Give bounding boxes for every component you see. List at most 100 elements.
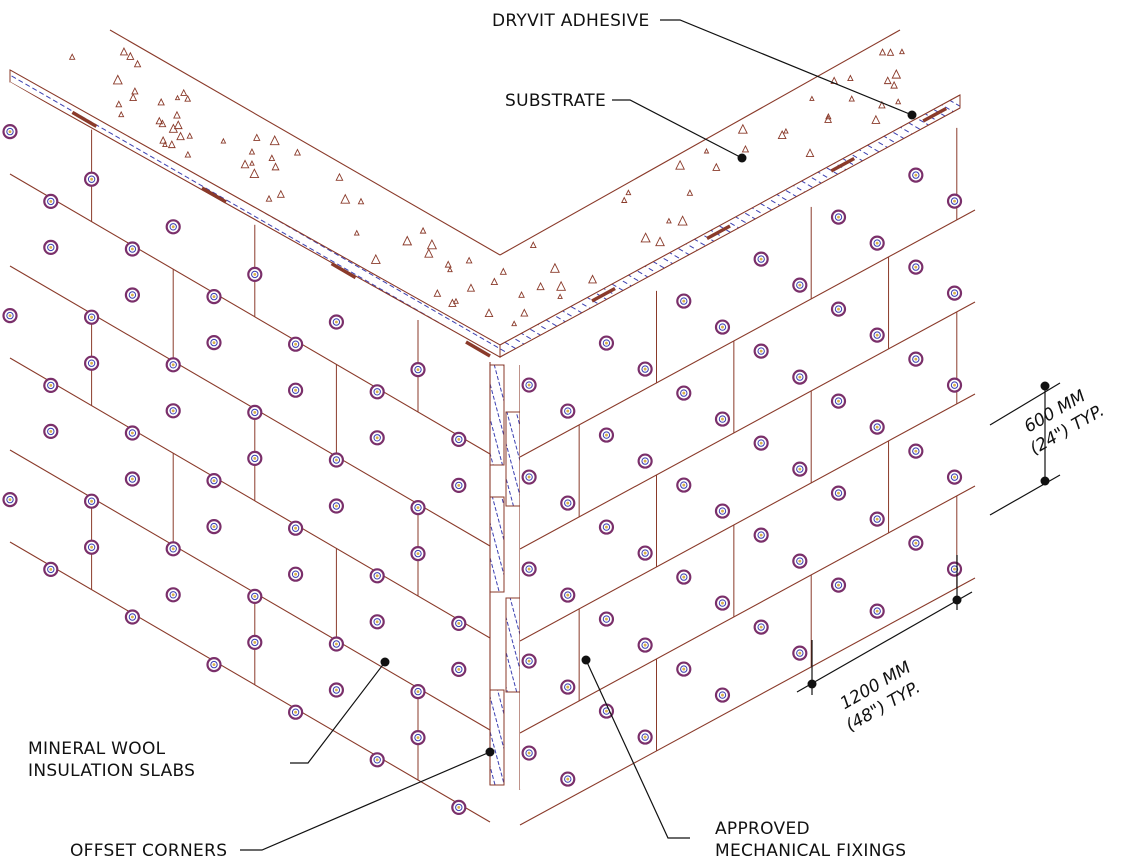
right-wall: [519, 118, 976, 826]
fixing: [908, 259, 924, 275]
speckle: [129, 93, 138, 101]
course-line: [9, 173, 491, 455]
adhesive-dab: [71, 110, 98, 128]
fixing: [288, 566, 304, 582]
speckle: [499, 267, 507, 275]
speckle: [424, 248, 434, 258]
speckle: [484, 308, 494, 318]
fixing: [2, 308, 18, 324]
speckle: [878, 100, 886, 109]
fixing: [165, 587, 181, 603]
speckle: [253, 133, 261, 141]
fixing: [328, 314, 344, 330]
speckle: [825, 112, 832, 120]
fixing: [83, 171, 100, 187]
fixing: [869, 235, 885, 251]
fixing: [369, 568, 385, 584]
fixing: [124, 471, 140, 487]
fixing: [43, 193, 59, 209]
fixing: [410, 500, 426, 516]
speckle: [447, 266, 453, 273]
fixing: [124, 287, 140, 303]
speckle: [174, 94, 181, 101]
speckle: [777, 129, 787, 139]
fixing: [521, 469, 537, 485]
speckle: [162, 141, 168, 148]
fixing: [521, 653, 537, 669]
fixing: [714, 503, 731, 519]
right-wall-courses: [519, 209, 976, 826]
fixing: [637, 729, 653, 745]
speckle: [158, 119, 167, 128]
fixing: [676, 477, 692, 493]
speckle: [452, 297, 459, 304]
fixing: [637, 361, 653, 377]
fixing: [560, 495, 576, 511]
fixing: [830, 209, 847, 225]
speckle: [655, 236, 665, 247]
speckle: [783, 127, 789, 134]
fixing: [328, 452, 344, 468]
fixing: [124, 609, 140, 625]
speckle: [293, 148, 301, 156]
course-line: [519, 209, 976, 458]
fixing: [560, 403, 576, 419]
speckle: [675, 159, 685, 170]
speckle: [133, 59, 142, 68]
speckle: [184, 94, 192, 102]
mechanical-fixings: [2, 124, 963, 816]
speckle: [677, 215, 688, 226]
speckle: [878, 48, 887, 56]
course-line: [519, 393, 976, 642]
fixing: [43, 423, 59, 439]
fixing: [328, 682, 344, 698]
speckle: [444, 260, 452, 268]
speckle: [529, 241, 537, 248]
speckle: [248, 148, 256, 155]
speckle: [712, 162, 721, 171]
fixing: [753, 527, 769, 543]
speckle: [511, 320, 518, 327]
fixing: [869, 327, 885, 343]
speckle: [249, 160, 255, 166]
fixing: [908, 351, 924, 367]
fixing: [521, 377, 537, 393]
speckle: [155, 116, 164, 125]
speckle: [419, 226, 427, 234]
fixing: [714, 687, 731, 703]
speckle: [871, 114, 881, 124]
speckle: [621, 196, 628, 203]
fixing: [206, 518, 222, 535]
speckle: [220, 137, 227, 144]
adhesive-dab: [465, 340, 491, 358]
speckle: [848, 95, 855, 102]
speckle: [112, 74, 123, 85]
fixing: [124, 241, 140, 257]
fixing: [946, 193, 963, 209]
adhesive-dab: [201, 186, 227, 204]
substrate-label: SUBSTRATE: [505, 91, 606, 111]
speckle: [898, 48, 905, 55]
speckle: [115, 100, 123, 108]
fixing: [288, 336, 304, 352]
speckle: [686, 189, 694, 196]
leader-lines: [240, 19, 917, 851]
offset-corner-strips: [489, 362, 521, 790]
fixing: [598, 335, 615, 351]
fixing: [83, 493, 100, 509]
fixing: [637, 453, 653, 469]
fixing: [288, 704, 304, 720]
fixing: [83, 539, 100, 555]
slabs-label-line2: INSULATION SLABS: [28, 761, 195, 781]
speckle: [167, 140, 176, 149]
fixing: [792, 277, 808, 293]
fixing: [753, 619, 769, 635]
speckle: [131, 87, 139, 95]
fixings-label-line1: APPROVED: [715, 819, 810, 839]
speckle: [809, 95, 815, 101]
fixing: [560, 771, 576, 787]
fixing: [598, 519, 615, 535]
fixing: [328, 498, 344, 514]
fixing: [946, 469, 963, 485]
fixing: [637, 545, 653, 561]
